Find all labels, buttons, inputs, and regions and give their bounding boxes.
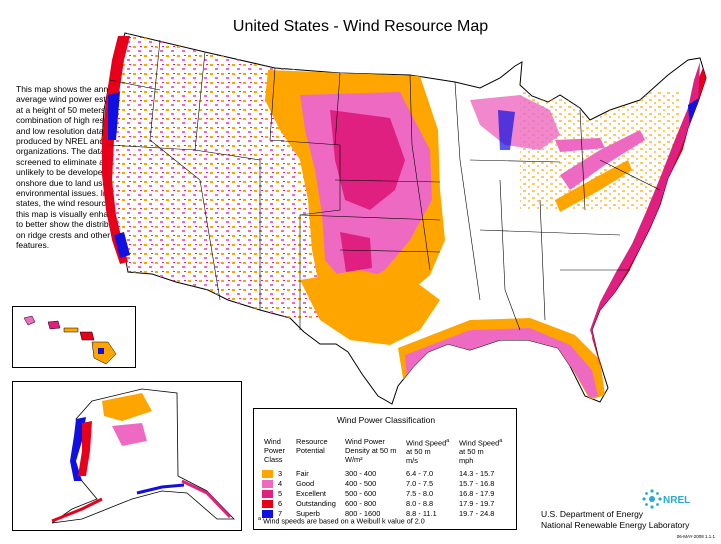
legend-header-speed-mph-line3: mph xyxy=(459,456,474,466)
plains-excellent-region xyxy=(330,110,405,210)
lakes-good-region xyxy=(470,95,560,150)
conus-wind-map xyxy=(101,32,707,405)
nrel-sun-icon: NREL xyxy=(642,489,690,509)
legend-row-class: 7 xyxy=(278,509,283,518)
legend-header-potential-line1: Resource xyxy=(296,437,328,446)
legend-header-speed-mph-line1: Wind Speed xyxy=(459,438,500,448)
legend-row-speed-ms: 8.0 - 8.8 xyxy=(406,499,434,508)
legend-row-potential: Good xyxy=(296,479,315,488)
nrel-logo: NREL xyxy=(642,488,690,515)
alaska-wind-map xyxy=(12,381,242,531)
alaska-panhandle-coast xyxy=(181,479,232,519)
plains-excellent-south xyxy=(340,232,372,272)
legend-header-class: Wind Power Class xyxy=(264,437,285,464)
legend-header-speed-ms-line3: m/s xyxy=(406,456,418,466)
hawaii-wind-map xyxy=(12,306,136,368)
alaska-west-coast-outstanding xyxy=(78,421,92,476)
agency-nrel: National Renewable Energy Laboratory xyxy=(541,520,690,530)
wind-class-legend: Wind Power Classification Wind Power Cla… xyxy=(253,408,517,530)
pacific-coast-superb xyxy=(108,92,120,140)
kauai-island xyxy=(23,315,36,326)
legend-header-speed-ms: Wind Speeda at 50 m m/s xyxy=(406,437,449,465)
legend-footnote: a Wind speeds are based on a Weibull k v… xyxy=(258,516,516,525)
legend-row-density: 300 - 400 xyxy=(345,469,377,478)
legend-row-density: 800 - 1600 xyxy=(345,509,381,518)
legend-row-class: 5 xyxy=(278,489,283,498)
alaska-south-coast xyxy=(136,483,185,495)
legend-row-speed-ms: 7.0 - 7.5 xyxy=(406,479,434,488)
legend-row-class-5: 5 Excellent 500 - 600 7.5 - 8.0 16.8 - 1… xyxy=(254,489,518,499)
legend-row-potential: Outstanding xyxy=(296,499,336,508)
legend-swatch-excellent xyxy=(262,490,273,498)
legend-row-speed-ms: 6.4 - 7.0 xyxy=(406,469,434,478)
legend-title: Wind Power Classification xyxy=(336,415,436,425)
legend-row-class: 4 xyxy=(278,479,283,488)
legend-row-density: 600 - 800 xyxy=(345,499,377,508)
oahu-island xyxy=(47,320,61,330)
legend-row-class-6: 6 Outstanding 600 - 800 8.0 - 8.8 17.9 -… xyxy=(254,499,518,509)
lake-erie-shore xyxy=(555,138,605,152)
legend-header-potential: Resource Potential xyxy=(296,437,328,455)
pacific-coast-outstanding xyxy=(102,36,130,264)
molokai-island xyxy=(63,327,79,333)
legend-swatch-fair xyxy=(262,470,273,478)
legend-header-speed-ms-marker: a xyxy=(446,438,450,444)
legend-header-speed-mph: Wind Speeda at 50 m mph xyxy=(459,437,502,465)
legend-row-potential: Superb xyxy=(296,509,320,518)
legend-header-class-line3: Class xyxy=(264,455,283,464)
agency-doe: U.S. Department of Energy xyxy=(541,509,644,519)
state-borders xyxy=(107,39,661,331)
atlantic-coast-excellent xyxy=(590,62,700,348)
aleutian-chain xyxy=(51,497,103,523)
alaska-north-fair xyxy=(102,393,152,421)
legend-header-speed-ms-line1: Wind Speed xyxy=(406,438,447,448)
legend-row-speed-mph: 19.7 - 24.8 xyxy=(459,509,495,518)
legend-row-speed-mph: 16.8 - 17.9 xyxy=(459,489,495,498)
legend-row-speed-ms: 8.8 - 11.1 xyxy=(406,509,437,518)
legend-header-density: Wind Power Density at 50 m W/m² xyxy=(345,437,396,464)
legend-header-density-line1: Wind Power xyxy=(345,437,385,446)
legend-swatch-outstanding xyxy=(262,500,273,508)
texas-fair-region xyxy=(300,270,440,345)
legend-swatch-superb xyxy=(262,510,273,518)
legend-row-speed-mph: 14.3 - 15.7 xyxy=(459,469,495,478)
legend-header-density-line3: W/m² xyxy=(345,455,363,464)
legend-header-speed-mph-line2: at 50 m xyxy=(459,447,484,457)
legend-row-class-7: 7 Superb 800 - 1600 8.8 - 11.1 19.7 - 24… xyxy=(254,509,518,519)
legend-row-speed-mph: 17.9 - 19.7 xyxy=(459,499,495,508)
legend-row-class-3: 3 Fair 300 - 400 6.4 - 7.0 14.3 - 15.7 xyxy=(254,469,518,479)
appalachian-fair xyxy=(555,160,632,212)
legend-header-density-line2: Density at 50 m xyxy=(345,446,397,455)
legend-footnote-marker: a xyxy=(258,516,262,522)
legend-row-speed-ms: 7.5 - 8.0 xyxy=(406,489,434,498)
pacific-coast-superb-south xyxy=(114,232,130,258)
legend-row-class: 6 xyxy=(278,499,283,508)
nrel-wordmark: NREL xyxy=(663,495,690,506)
appalachian-ridges xyxy=(560,130,645,190)
legend-header-speed-ms-line2: at 50 m xyxy=(406,447,431,457)
legend-row-density: 400 - 500 xyxy=(345,479,377,488)
map-title: United States - Wind Resource Map xyxy=(232,18,489,35)
legend-row-potential: Excellent xyxy=(296,489,326,498)
legend-header-class-line2: Power xyxy=(264,446,285,455)
legend-row-class: 3 xyxy=(278,469,283,478)
map-description: This map shows the annual average wind p… xyxy=(16,84,131,251)
legend-row-class-4: 4 Good 400 - 500 7.0 - 7.5 15.7 - 16.8 xyxy=(254,479,518,489)
legend-header-potential-line2: Potential xyxy=(296,446,325,455)
legend-row-speed-mph: 15.7 - 16.8 xyxy=(459,479,495,488)
lakes-superb-region xyxy=(498,110,515,150)
legend-footnote-text: Wind speeds are based on a Weibull k val… xyxy=(263,516,425,526)
maui-island xyxy=(79,331,95,341)
legend-row-density: 500 - 600 xyxy=(345,489,377,498)
map-code: 06-MAY-2008 1.1.1 xyxy=(676,534,715,539)
legend-row-potential: Fair xyxy=(296,469,309,478)
legend-header-speed-mph-marker: a xyxy=(499,438,503,444)
alaska-interior-good xyxy=(112,423,147,446)
legend-header-class-line1: Wind xyxy=(264,437,281,446)
agency-credit: U.S. Department of Energy National Renew… xyxy=(541,509,689,531)
legend-swatch-good xyxy=(262,480,273,488)
